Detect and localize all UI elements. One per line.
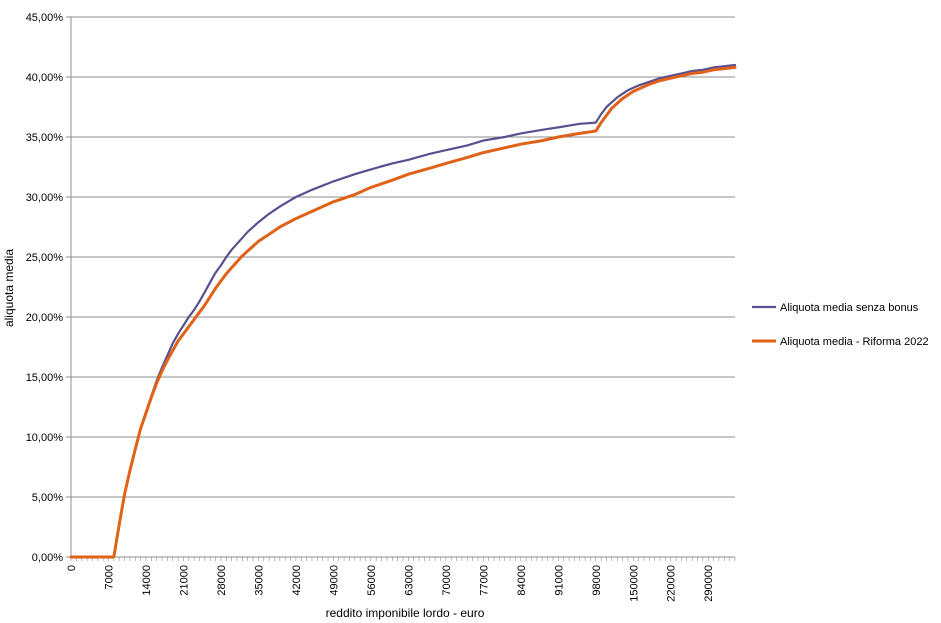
y-tick-label: 45,00% [26, 12, 64, 24]
x-tick-label: 91000 [553, 565, 565, 596]
x-tick-label: 290000 [703, 565, 715, 602]
legend: Aliquota media senza bonus Aliquota media… [752, 302, 929, 348]
x-tick-label: 220000 [666, 565, 678, 602]
series-lines [69, 63, 737, 559]
x-tick-label: 63000 [403, 565, 415, 596]
y-tick-label: 40,00% [26, 72, 64, 84]
x-tick-label: 84000 [516, 565, 528, 596]
y-tick-label: 0,00% [32, 552, 63, 564]
x-tick-label: 7000 [103, 565, 115, 589]
x-tick-label: 49000 [328, 565, 340, 596]
y-tick-label: 25,00% [26, 252, 64, 264]
y-tick-label: 20,00% [26, 312, 64, 324]
x-tick-label: 28000 [216, 565, 228, 596]
legend-label-1: Aliquota media senza bonus [780, 302, 919, 314]
x-tick-label: 21000 [178, 565, 190, 596]
y-tick-label: 35,00% [26, 132, 64, 144]
series-line-2 [69, 65, 737, 559]
gridlines [71, 16, 735, 558]
x-tick-label: 35000 [253, 565, 265, 596]
legend-label-2: Aliquota media - Riforma 2022 [780, 336, 929, 348]
y-tick-label: 15,00% [26, 372, 64, 384]
x-tick-label: 150000 [628, 565, 640, 602]
x-tick-label: 77000 [478, 565, 490, 596]
y-axis-title: aliquota media [2, 249, 16, 327]
x-tick-label: 42000 [291, 565, 303, 596]
x-tick-label: 56000 [366, 565, 378, 596]
y-tick-label: 10,00% [26, 432, 64, 444]
x-tick-label: 70000 [441, 565, 453, 596]
x-tick-label: 14000 [141, 565, 153, 596]
y-tick-label: 5,00% [32, 492, 63, 504]
x-axis-title: reddito imponibile lordo - euro [326, 606, 485, 620]
series-line-1 [69, 63, 737, 559]
y-axis: 0,00% 5,00% 10,00% 15,00% 20,00% 25,00% 30,00%… [26, 12, 72, 564]
x-tick-label: 98000 [591, 565, 603, 596]
y-tick-label: 30,00% [26, 192, 64, 204]
x-tick-label: 0 [66, 565, 78, 571]
x-axis: 0 7000 14000 21000 28000 35000 42000 49000 56000… [66, 556, 736, 602]
